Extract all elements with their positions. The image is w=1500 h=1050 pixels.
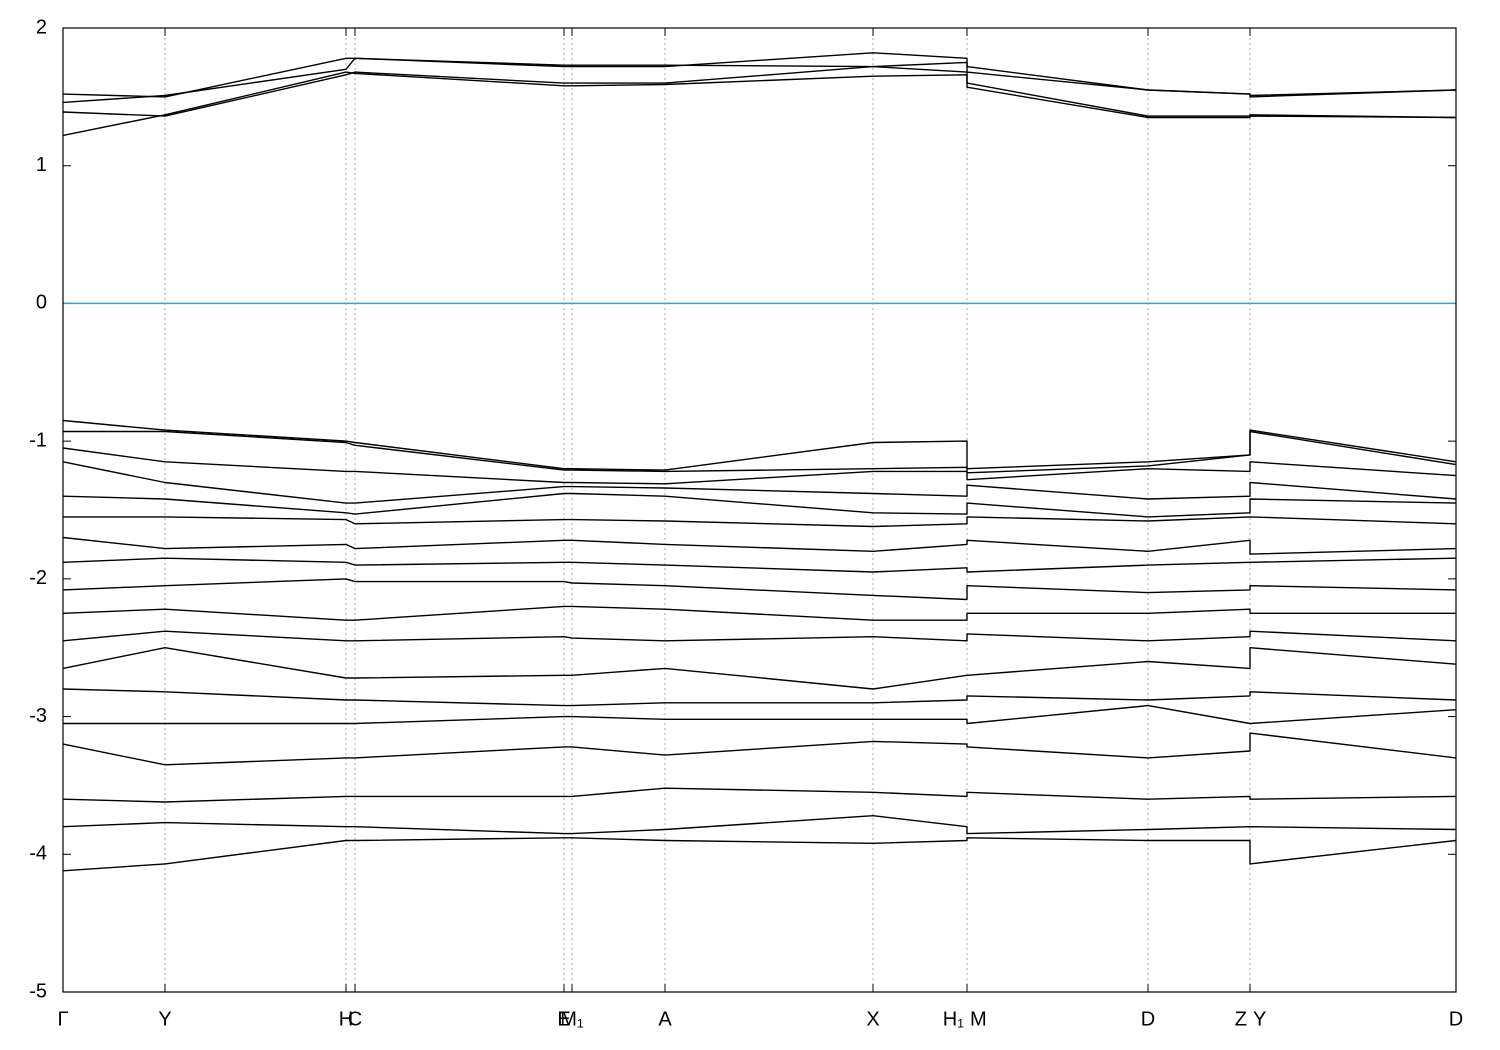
y-tick-label: 1 — [36, 154, 47, 176]
x-tick-label: Y — [158, 1008, 171, 1030]
y-tick-label: 0 — [36, 292, 47, 314]
y-tick-label: -4 — [29, 843, 47, 865]
x-tick-label: A — [658, 1008, 672, 1030]
band-line — [62, 557, 1457, 573]
y-tick-label: -5 — [29, 980, 47, 1002]
x-tick-label: M₁ — [560, 1008, 584, 1030]
y-tick-label: 2 — [36, 16, 47, 38]
band-line — [62, 536, 1457, 555]
x-tick-label: D — [1141, 1008, 1155, 1030]
band-line — [62, 578, 1457, 601]
band-line — [62, 65, 1457, 119]
band-line — [62, 732, 1457, 766]
x-tick-label: H — [339, 1008, 353, 1030]
band-line — [63, 430, 1457, 474]
band-line — [62, 57, 1457, 104]
x-tick-label: C — [348, 1008, 362, 1030]
y-tick-label: -1 — [29, 429, 47, 451]
x-tick-label: D — [1449, 1008, 1463, 1030]
y-tick-label: -3 — [29, 705, 47, 727]
band-line — [62, 647, 1457, 690]
band-line — [62, 71, 1457, 137]
band-line — [62, 787, 1457, 803]
plot-frame — [62, 27, 1457, 993]
band-line — [62, 837, 1457, 872]
x-tick-label: Γ — [57, 1008, 68, 1030]
band-line — [62, 419, 1457, 471]
x-tick-label: Z — [1235, 1008, 1247, 1030]
band-line — [62, 630, 1457, 642]
band-line — [62, 688, 1457, 707]
band-line — [63, 704, 1457, 725]
band-line — [62, 815, 1457, 835]
x-tick-label: X — [866, 1008, 879, 1030]
band-line — [62, 492, 1457, 518]
x-tick-label: Y — [1253, 1008, 1266, 1030]
band-line — [63, 516, 1457, 528]
x-tick-label: H₁ — [943, 1008, 964, 1030]
band-line — [62, 461, 1457, 504]
x-tick-label: M — [970, 1008, 987, 1030]
x-tick-label: E — [557, 1008, 570, 1030]
band-line — [62, 447, 1457, 485]
band-line — [62, 605, 1456, 621]
y-tick-label: -2 — [29, 567, 47, 589]
